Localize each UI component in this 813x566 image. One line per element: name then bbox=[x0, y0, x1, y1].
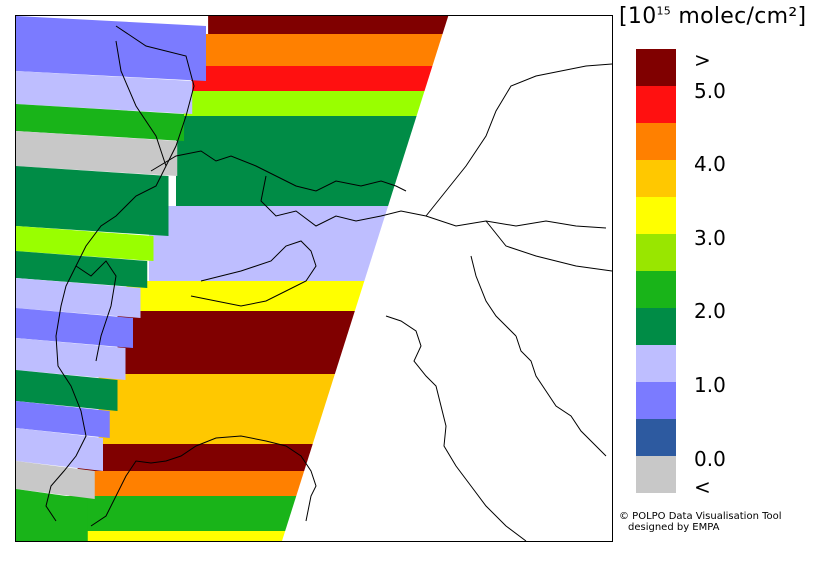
colorbar-swatch-5 bbox=[636, 234, 676, 271]
swath-left-band-11 bbox=[16, 401, 110, 438]
swath-left-band-1 bbox=[16, 71, 193, 114]
border-line-1 bbox=[45, 265, 87, 522]
swath-band-12 bbox=[62, 496, 297, 531]
swath-left-band-2 bbox=[16, 104, 184, 141]
border-line-6 bbox=[90, 435, 317, 527]
swath-band-11 bbox=[69, 471, 305, 496]
border-line-3 bbox=[260, 175, 607, 229]
swath-left-band-4 bbox=[16, 166, 169, 236]
tick-label-0: 0.0 bbox=[694, 447, 726, 471]
colorbar-swatch-2 bbox=[636, 123, 676, 160]
swath-left-band-13 bbox=[16, 461, 95, 499]
border-line-0 bbox=[75, 25, 195, 362]
swath-left-band-8 bbox=[16, 308, 133, 348]
swath-band-7 bbox=[126, 281, 365, 311]
tick-label-1: 1.0 bbox=[694, 373, 726, 397]
tick-label-2: 2.0 bbox=[694, 299, 726, 323]
tick-label-5: 5.0 bbox=[694, 79, 726, 103]
swath-band-9 bbox=[98, 374, 335, 444]
credits: © POLPO Data Visualisation Tool designed… bbox=[619, 511, 782, 533]
swath-left-band-12 bbox=[16, 428, 103, 471]
colorbar-swatch-1 bbox=[636, 86, 676, 123]
tick-label-below: < bbox=[694, 475, 711, 499]
colorbar-swatch-11 bbox=[636, 456, 676, 493]
swath-left-band-0 bbox=[16, 16, 206, 81]
tick-label-4: 4.0 bbox=[694, 152, 726, 176]
map-panel[interactable] bbox=[15, 15, 613, 542]
tick-label-3: 3.0 bbox=[694, 226, 726, 250]
swath-left-band-5 bbox=[16, 226, 154, 261]
credits-line-2: designed by EMPA bbox=[628, 522, 720, 533]
colorbar-swatch-8 bbox=[636, 345, 676, 382]
swath-left-band-10 bbox=[16, 370, 118, 411]
border-line-7 bbox=[385, 315, 527, 541]
swath-band-8 bbox=[117, 311, 355, 374]
swath-band-6 bbox=[149, 206, 389, 281]
swath-band-4 bbox=[183, 91, 425, 116]
coastline-borders bbox=[45, 25, 612, 541]
colorbar-swatch-9 bbox=[636, 382, 676, 419]
border-line-8 bbox=[515, 335, 607, 457]
credits-line-1: © POLPO Data Visualisation Tool bbox=[619, 511, 782, 522]
colorbar-swatch-0 bbox=[636, 49, 676, 86]
colorbar-swatch-7 bbox=[636, 308, 676, 345]
colorbar-swatch-6 bbox=[636, 271, 676, 308]
swath-left-band-3 bbox=[16, 131, 178, 176]
swath-band-1 bbox=[208, 16, 449, 34]
tick-label-above: > bbox=[694, 48, 711, 72]
colorbar-swatch-10 bbox=[636, 419, 676, 456]
border-line-4 bbox=[425, 63, 612, 217]
border-line-5 bbox=[485, 220, 612, 272]
border-line-11 bbox=[115, 40, 167, 167]
border-line-10 bbox=[190, 240, 317, 307]
colorbar-swatch-3 bbox=[636, 160, 676, 197]
colorbar-swatch-4 bbox=[636, 197, 676, 234]
swath-band-5 bbox=[176, 116, 417, 206]
swath-band-13 bbox=[51, 531, 286, 541]
border-line-9 bbox=[470, 255, 517, 337]
colorbar bbox=[636, 49, 676, 493]
colorbar-unit-label: [1015 molec/cm²] bbox=[619, 4, 807, 29]
swath-band-3 bbox=[191, 66, 433, 91]
swath-band-10 bbox=[77, 444, 313, 471]
swath-left-band-7 bbox=[16, 278, 141, 318]
map-canvas bbox=[16, 16, 612, 541]
swath-band-2 bbox=[200, 34, 443, 66]
satellite-swath bbox=[16, 16, 449, 541]
border-line-2 bbox=[150, 150, 407, 192]
